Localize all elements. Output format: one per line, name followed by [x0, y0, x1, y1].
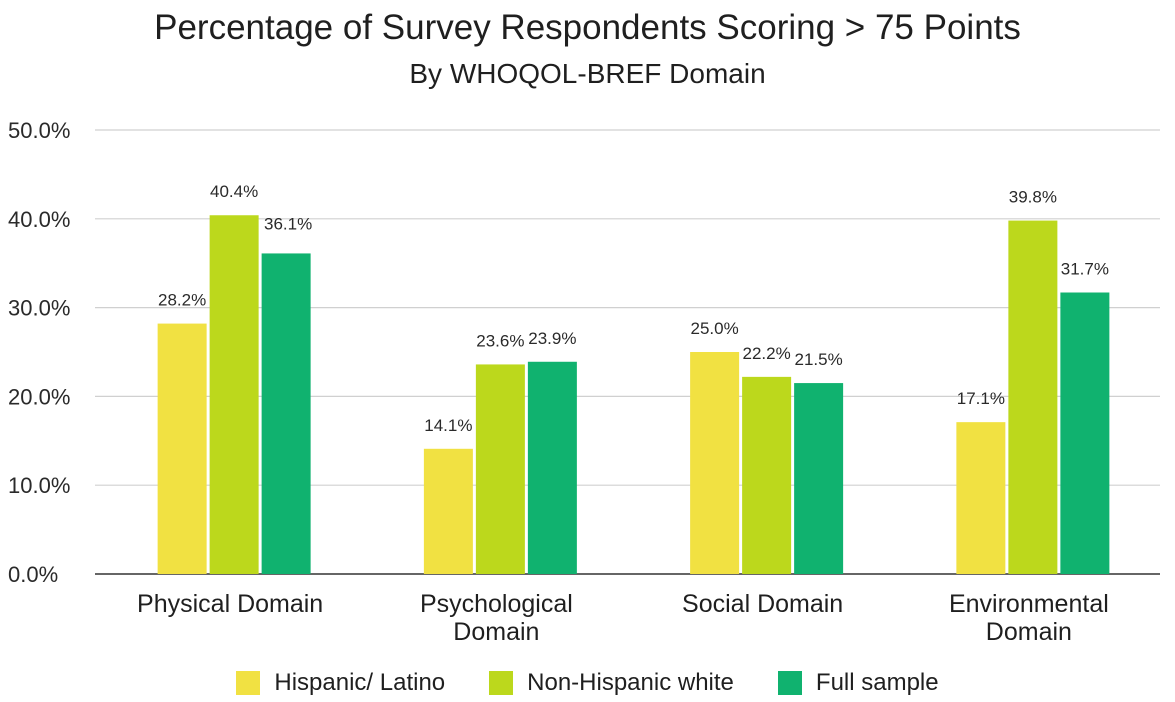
bar-full-sample [527, 361, 577, 574]
x-tick-label: Psychological [420, 590, 573, 618]
bar-non-hispanic-white [1008, 220, 1058, 575]
data-label: 40.4% [210, 182, 258, 201]
legend-item-hispanic-latino[interactable]: Hispanic/ Latino [236, 669, 445, 697]
legend-item-full-sample[interactable]: Full sample [777, 669, 939, 697]
data-label: 21.5% [795, 350, 843, 369]
data-label: 25.0% [691, 319, 739, 338]
data-label: 31.7% [1061, 260, 1109, 279]
bar-non-hispanic-white [742, 376, 792, 574]
data-label: 22.2% [743, 344, 791, 363]
x-tick-label: Physical Domain [137, 590, 323, 618]
bar-full-sample [1060, 292, 1110, 574]
bar-full-sample [794, 383, 844, 574]
bar-hispanic-latino [690, 352, 740, 574]
y-tick-label: 20.0% [8, 384, 70, 409]
data-label: 36.1% [264, 214, 312, 233]
y-tick-label: 40.0% [8, 207, 70, 232]
y-tick-label: 50.0% [8, 118, 70, 143]
x-tick-label: Domain [986, 618, 1072, 646]
chart-subtitle: By WHOQOL-BREF Domain [409, 58, 766, 89]
chart-title: Percentage of Survey Respondents Scoring… [154, 8, 1021, 47]
x-tick-label: Environmental [949, 590, 1109, 618]
y-tick-label: 10.0% [8, 473, 70, 498]
legend: Hispanic/ Latino Non-Hispanic white Full… [0, 668, 1175, 698]
legend-label-non-hispanic-white: Non-Hispanic white [527, 669, 734, 696]
data-label: 17.1% [957, 389, 1005, 408]
bar-full-sample [261, 253, 311, 574]
data-label: 39.8% [1009, 188, 1057, 207]
data-label: 28.2% [158, 291, 206, 310]
legend-label-full-sample: Full sample [815, 669, 939, 696]
data-label: 14.1% [424, 416, 472, 435]
data-label: 23.6% [476, 331, 524, 350]
legend-swatch-full-sample [777, 671, 802, 695]
bar-hispanic-latino [157, 323, 207, 574]
bar-non-hispanic-white [209, 215, 259, 575]
bar-non-hispanic-white [475, 364, 525, 574]
bar-hispanic-latino [423, 448, 473, 574]
data-label: 23.9% [528, 329, 576, 348]
x-tick-label: Domain [453, 618, 539, 646]
legend-item-non-hispanic-white[interactable]: Non-Hispanic white [489, 669, 734, 697]
y-tick-label: 0.0% [8, 562, 58, 587]
legend-swatch-hispanic-latino [236, 671, 261, 695]
legend-swatch-non-hispanic-white [489, 671, 514, 695]
x-tick-label: Social Domain [682, 590, 843, 618]
bar-hispanic-latino [956, 422, 1006, 574]
legend-label-hispanic-latino: Hispanic/ Latino [274, 669, 446, 696]
y-tick-label: 30.0% [8, 296, 70, 321]
